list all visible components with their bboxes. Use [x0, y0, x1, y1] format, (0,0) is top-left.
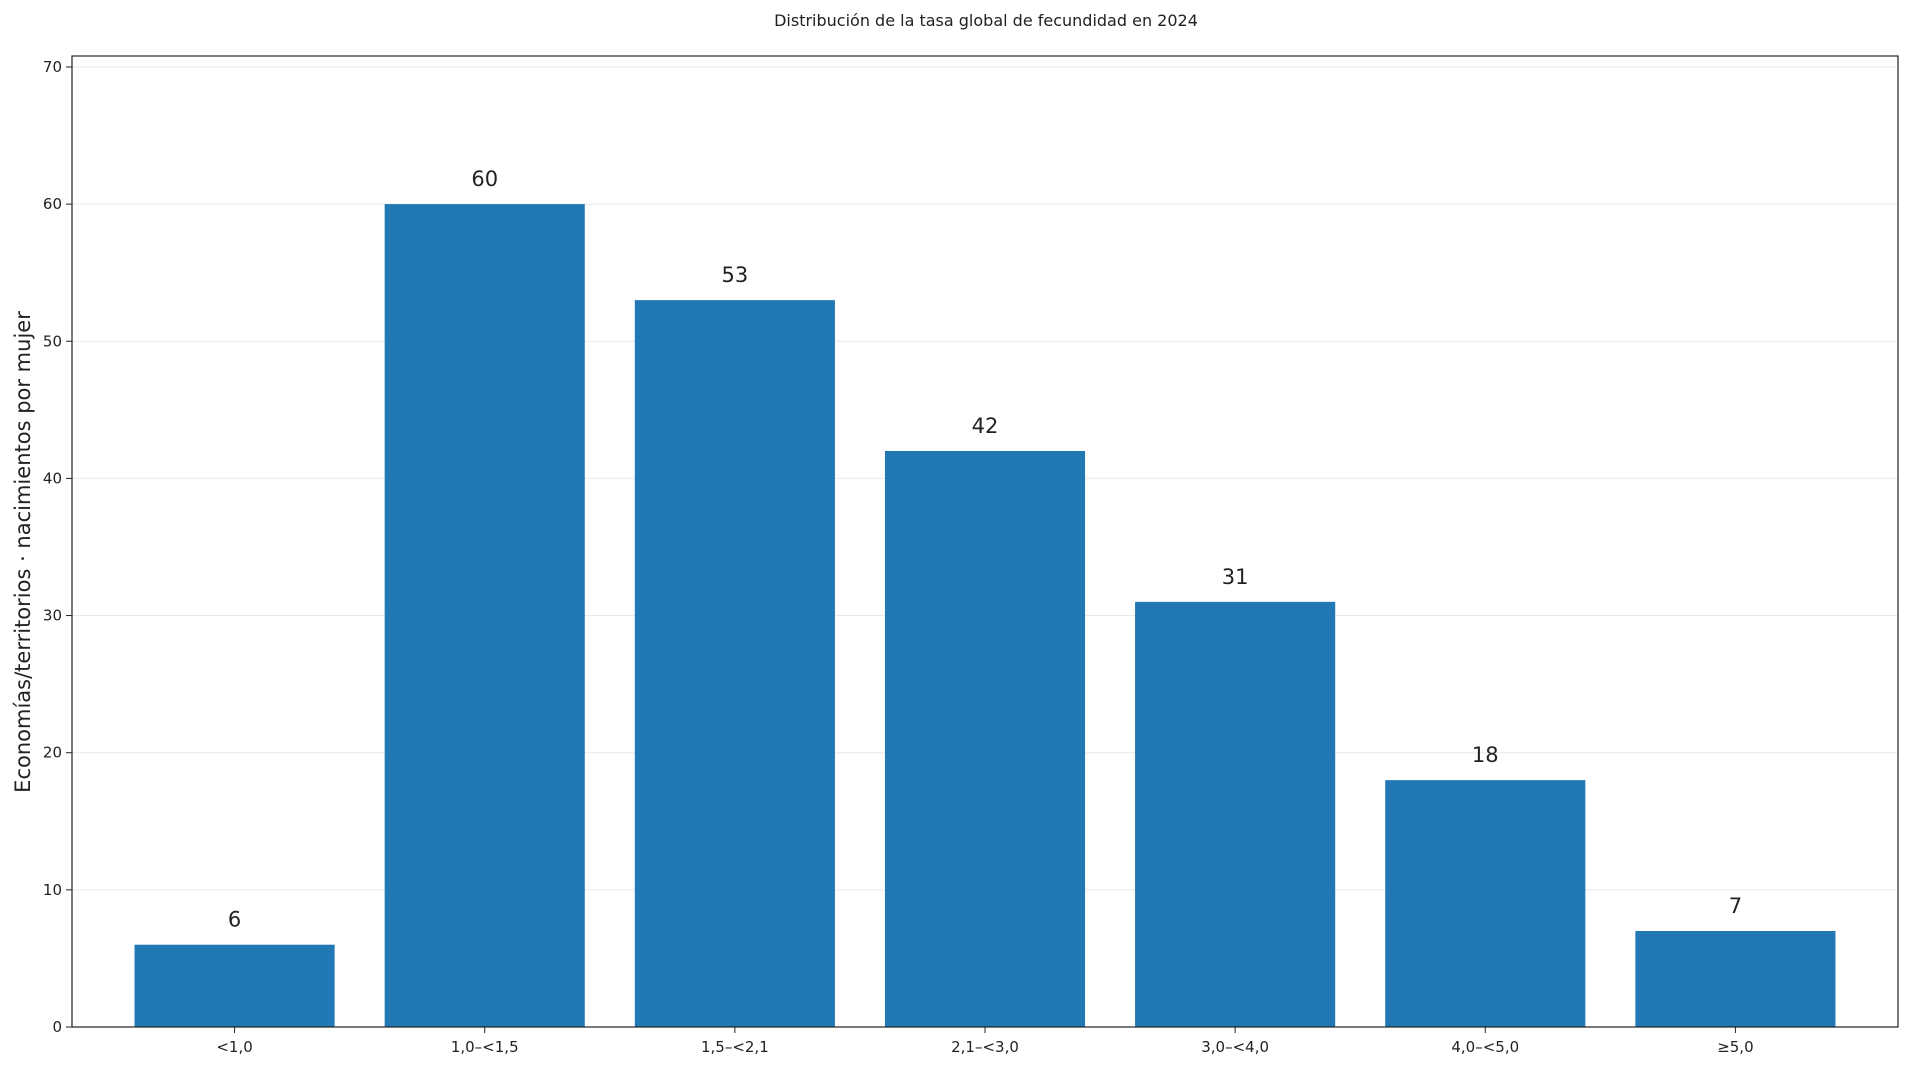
- bar: [884, 450, 1086, 1028]
- bar: [634, 300, 835, 1027]
- y-tick-label: 30: [43, 607, 62, 625]
- y-axis-ticks: 0 10 20 30 40 50 60 70: [43, 58, 72, 1036]
- x-tick-label: 1,5–<2,1: [701, 1038, 769, 1056]
- y-tick-label: 40: [43, 469, 62, 487]
- data-label: 53: [721, 263, 748, 287]
- bars: [134, 204, 1836, 1028]
- chart-title: Distribución de la tasa global de fecund…: [774, 11, 1198, 30]
- data-label: 7: [1729, 894, 1742, 918]
- value-labels: 6 60 53 42 31 18 7: [228, 167, 1742, 932]
- bar: [384, 204, 585, 1027]
- x-tick-label: 2,1–<3,0: [951, 1038, 1019, 1056]
- bar: [1635, 930, 1836, 1027]
- y-tick-label: 70: [43, 58, 62, 76]
- data-label: 6: [228, 908, 241, 932]
- data-label: 31: [1222, 565, 1249, 589]
- y-axis-label: Economías/territorios · nacimientos por …: [11, 311, 35, 793]
- data-label: 42: [972, 414, 999, 438]
- x-tick-label: ≥5,0: [1717, 1038, 1753, 1056]
- x-tick-label: 1,0–<1,5: [451, 1038, 519, 1056]
- x-tick-label: <1,0: [216, 1038, 252, 1056]
- plot-frame: [71, 55, 1899, 1028]
- y-tick-label: 20: [43, 744, 62, 762]
- x-tick-label: 4,0–<5,0: [1451, 1038, 1519, 1056]
- data-label: 18: [1472, 743, 1499, 767]
- bar: [1135, 601, 1336, 1027]
- y-tick-label: 10: [43, 881, 62, 899]
- x-axis-ticks: <1,0 1,0–<1,5 1,5–<2,1 2,1–<3,0 3,0–<4,0 4,0–…: [216, 1027, 1754, 1056]
- x-tick-label: 3,0–<4,0: [1201, 1038, 1269, 1056]
- data-label: 60: [471, 167, 498, 191]
- y-tick-label: 60: [43, 195, 62, 213]
- y-tick-label: 0: [52, 1018, 62, 1036]
- bar: [1385, 780, 1586, 1027]
- bar: [134, 944, 335, 1027]
- y-tick-label: 50: [43, 332, 62, 350]
